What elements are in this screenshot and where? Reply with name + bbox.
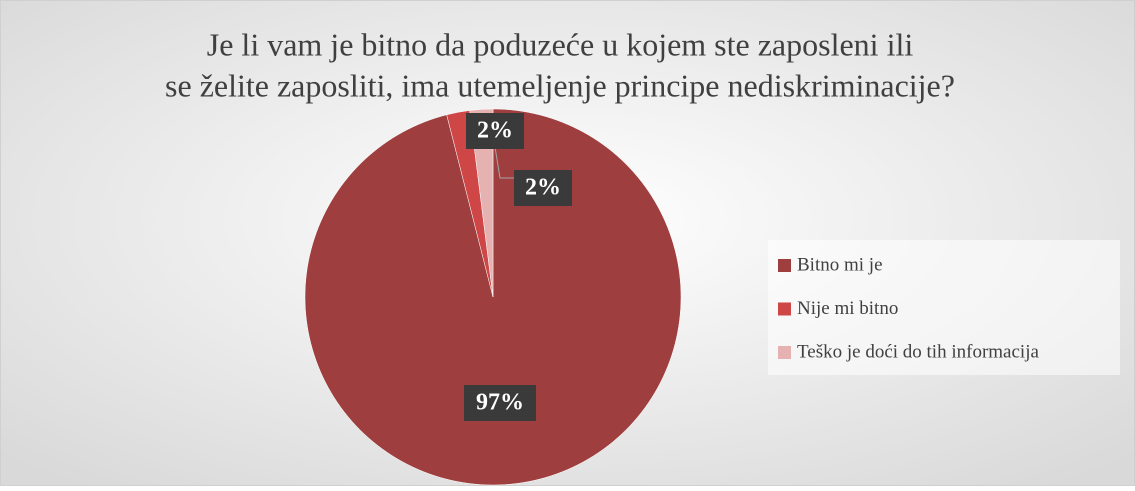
data-label-box <box>466 113 524 149</box>
data-label-box <box>464 385 536 421</box>
data-label: 2% <box>525 175 561 201</box>
chart-title: Je li vam je bitno da poduzeće u kojem s… <box>207 26 914 62</box>
pie-slice <box>469 108 494 298</box>
data-label-box <box>514 170 572 206</box>
legend-swatch <box>778 346 791 359</box>
legend-swatch <box>778 302 791 316</box>
legend-box <box>768 240 1120 375</box>
legend-label: Nije mi bitno <box>797 298 898 319</box>
legend-swatch <box>778 259 791 272</box>
data-label: 2% <box>477 118 513 144</box>
chart-title: se želite zaposliti, ima utemeljenje pri… <box>165 67 955 103</box>
legend-label: Teško je doći do tih informacija <box>797 341 1039 362</box>
legend-label: Bitno mi je <box>797 254 883 275</box>
data-label: 97% <box>476 390 524 416</box>
